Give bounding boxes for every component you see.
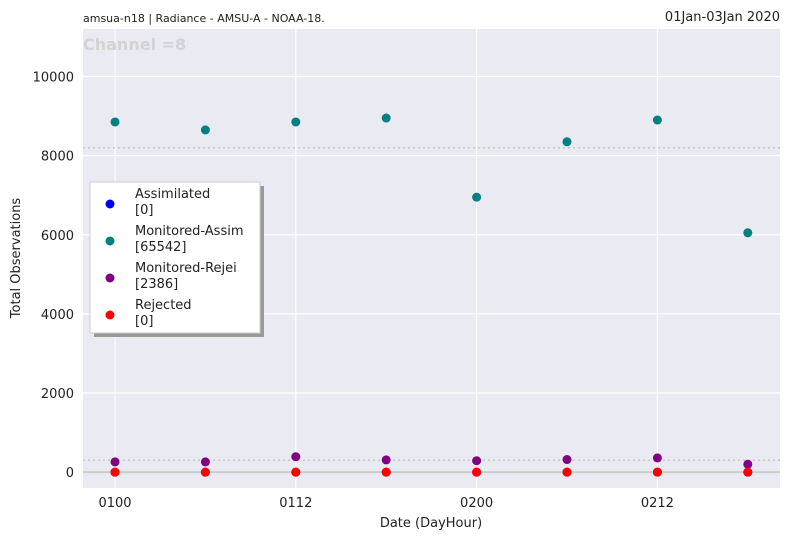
point-rejected <box>381 467 391 477</box>
point-monitored-rejei <box>291 452 301 462</box>
legend-marker <box>105 236 115 246</box>
x-tick-labels: 0100 0112 0200 0212 <box>98 496 673 511</box>
legend-marker <box>105 273 115 283</box>
data-points <box>110 113 753 477</box>
point-rejected <box>200 467 210 477</box>
x-tick-label: 0100 <box>98 496 131 511</box>
y-tick-labels: 0 2000 4000 6000 8000 10000 <box>33 70 74 481</box>
legend-label: Rejected <box>135 298 192 313</box>
legend: Assimilated[0]Monitored-Assim[65542]Moni… <box>89 181 264 337</box>
point-rejected <box>110 467 120 477</box>
point-monitored-assim <box>743 228 753 238</box>
legend-marker <box>105 310 115 320</box>
y-tick-label: 8000 <box>41 150 74 165</box>
point-monitored-assim <box>381 113 391 123</box>
reference-lines <box>83 146 780 462</box>
legend-marker <box>105 199 115 209</box>
point-monitored-rejei <box>743 459 753 469</box>
y-tick-label: 6000 <box>41 229 74 244</box>
point-rejected <box>472 467 482 477</box>
point-monitored-assim <box>562 137 572 147</box>
header-right: 01Jan-03Jan 2020 <box>665 10 780 25</box>
legend-count: [0] <box>135 203 153 218</box>
legend-label: Assimilated <box>135 187 210 202</box>
point-monitored-rejei <box>652 453 662 463</box>
legend-label: Monitored-Rejei <box>135 261 237 276</box>
point-monitored-assim <box>652 115 662 125</box>
point-monitored-rejei <box>472 456 482 466</box>
y-tick-label: 4000 <box>41 308 74 323</box>
y-axis-label: Total Observations <box>9 198 24 320</box>
point-monitored-rejei <box>200 457 210 467</box>
point-monitored-assim <box>200 125 210 135</box>
y-tick-label: 2000 <box>41 387 74 402</box>
point-rejected <box>743 467 753 477</box>
y-tick-label: 10000 <box>33 70 74 85</box>
legend-count: [2386] <box>135 277 178 292</box>
point-monitored-rejei <box>381 455 391 465</box>
watermark: Channel =8 <box>83 35 186 54</box>
legend-count: [65542] <box>135 240 187 255</box>
legend-box <box>89 181 261 334</box>
x-tick-label: 0212 <box>641 496 674 511</box>
y-tick-label: 0 <box>66 466 74 481</box>
point-monitored-assim <box>472 192 482 202</box>
legend-count: [0] <box>135 314 153 329</box>
point-monitored-assim <box>291 117 301 127</box>
x-tick-label: 0200 <box>460 496 493 511</box>
point-rejected <box>291 467 301 477</box>
point-rejected <box>652 467 662 477</box>
header-left: amsua-n18 | Radiance - AMSU-A - NOAA-18. <box>83 12 325 25</box>
point-rejected <box>562 467 572 477</box>
point-monitored-assim <box>110 117 120 127</box>
legend-label: Monitored-Assim <box>135 224 244 239</box>
x-axis-label: Date (DayHour) <box>380 516 482 531</box>
point-monitored-rejei <box>110 457 120 467</box>
x-tick-label: 0112 <box>279 496 312 511</box>
point-monitored-rejei <box>562 455 572 465</box>
